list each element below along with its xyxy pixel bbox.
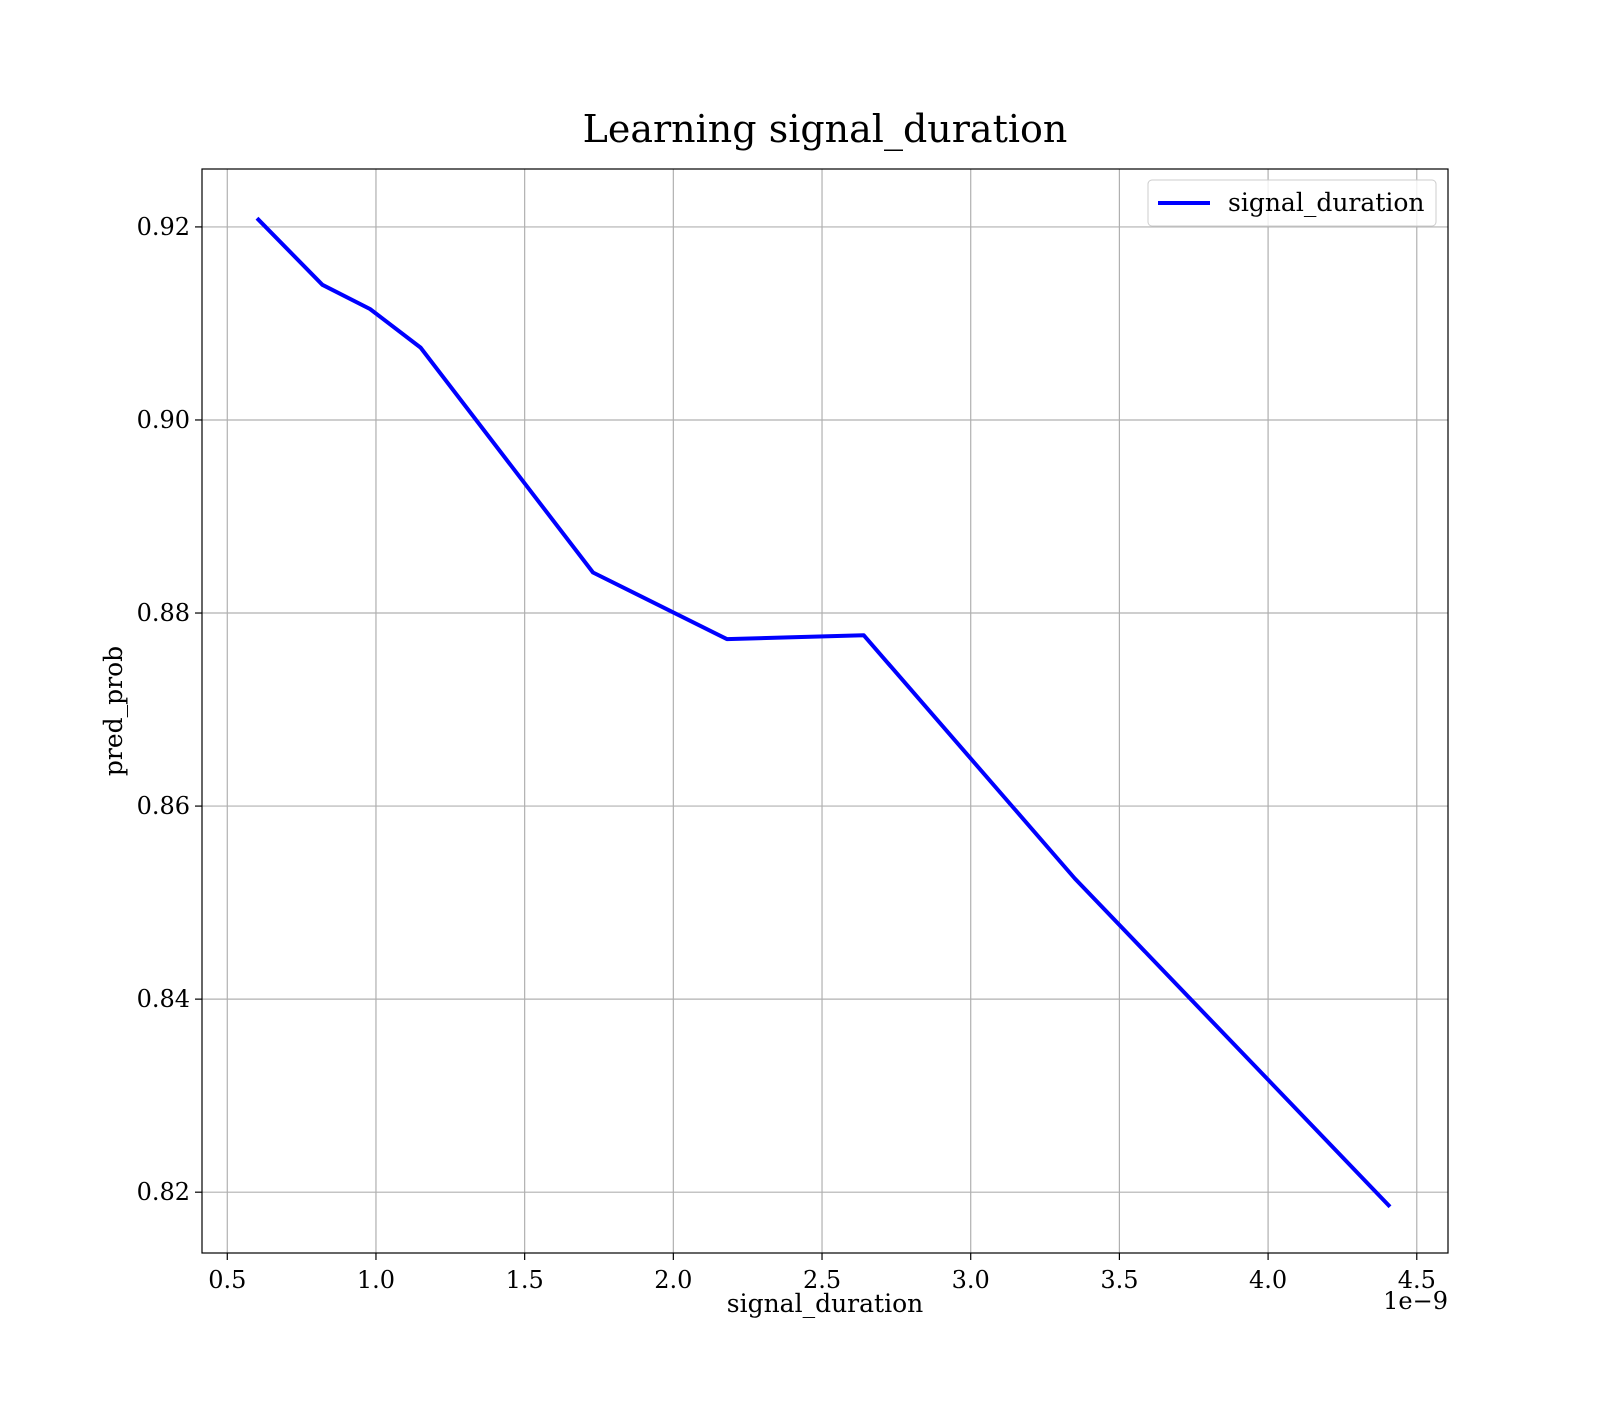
y-tick-label: 0.86 [137,792,190,820]
legend-box [1147,179,1437,227]
x-tick-label: 3.0 [952,1266,990,1294]
y-tick-label: 0.88 [137,599,190,627]
chart-title: Learning signal_duration [583,107,1068,152]
y-tick-label: 0.92 [137,213,190,241]
plot-frame [201,168,1449,1254]
y-axis-label: pred_prob [99,646,128,776]
grid [202,169,1448,1253]
x-tick-label: 4.5 [1398,1266,1436,1294]
x-tick-label: 0.5 [208,1266,246,1294]
x-tick-label: 1.5 [506,1266,544,1294]
x-tick-label: 3.5 [1100,1266,1138,1294]
x-tick-label: 1.0 [357,1266,395,1294]
axis-ticks: 0.5 1.0 1.5 2.0 2.5 3.0 3.5 4.0 4.5 0.82 0.84 0.86 0… [137,213,1436,1294]
x-tick-label: 2.5 [803,1266,841,1294]
y-tick-label: 0.90 [137,406,190,434]
y-tick-label: 0.82 [137,1178,190,1206]
x-tick-label: 2.0 [654,1266,692,1294]
x-tick-label: 4.0 [1249,1266,1287,1294]
x-axis-offset-text: 1e−9 [1383,1287,1448,1315]
legend-entry-label: signal_duration [1228,188,1424,217]
series-line-signal_duration [255,216,1392,1209]
x-axis-label: signal_duration [727,1289,923,1318]
legend: signal_duration [1147,179,1437,227]
series-layer [255,216,1392,1209]
y-tick-label: 0.84 [137,985,190,1013]
